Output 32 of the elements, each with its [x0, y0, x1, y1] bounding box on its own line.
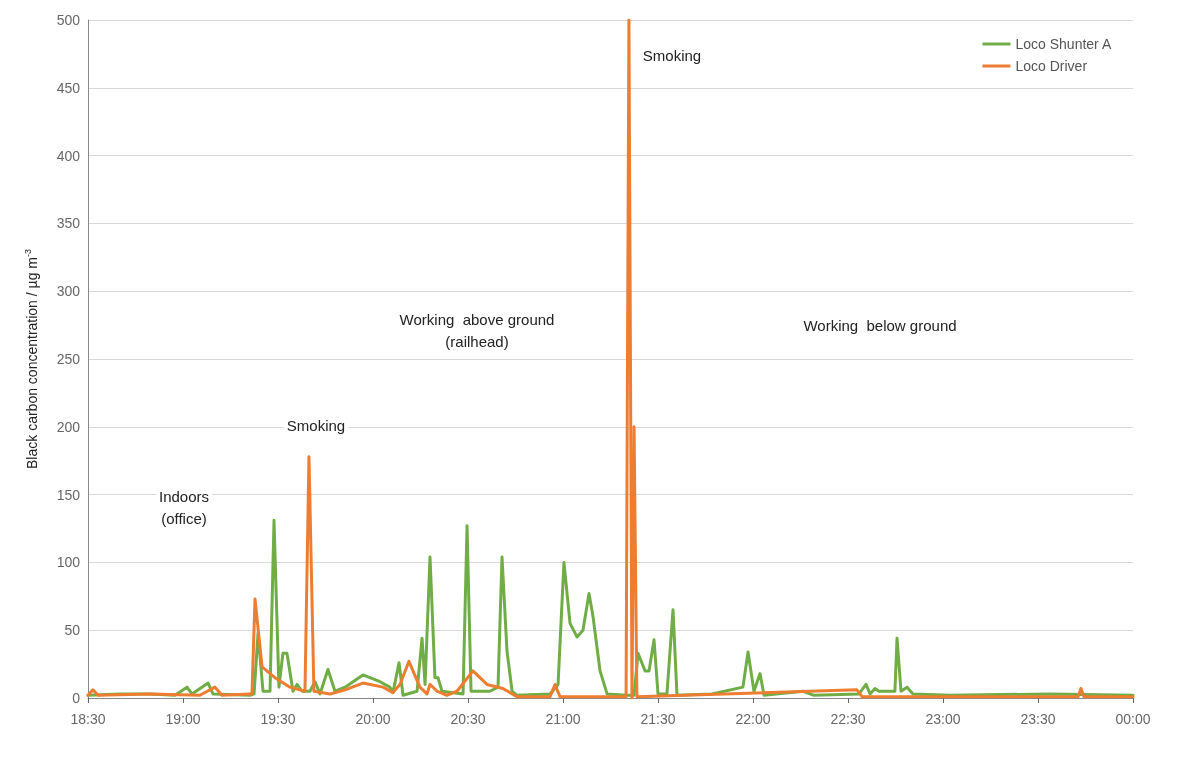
x-tick-label: 00:00	[1115, 711, 1151, 727]
y-tick-label: 250	[56, 351, 81, 367]
y-tick-label: 200	[56, 418, 81, 435]
x-tick-label: 22:30	[830, 711, 866, 727]
y-tick-label: 150	[56, 486, 81, 503]
x-tick-label: 22:00	[735, 711, 771, 727]
y-axis-title: Black carbon concentration / µg m-3	[22, 249, 40, 469]
annotation: Working below ground	[803, 316, 957, 334]
annotation: Smoking	[286, 416, 346, 434]
y-tick-label: 300	[56, 283, 81, 300]
y-tick-label: 450	[56, 79, 81, 96]
annotation: Smoking	[642, 46, 702, 64]
x-tick-label: 20:00	[355, 711, 391, 727]
x-tick-label: 23:30	[1020, 711, 1056, 727]
x-tick-label: 19:30	[260, 711, 296, 727]
x-tick-label: 19:00	[165, 711, 201, 727]
y-tick-label: 100	[56, 554, 81, 571]
line-series	[86, 18, 1135, 700]
y-tick-label: 500	[56, 12, 81, 28]
x-tick-label: 21:30	[640, 711, 676, 727]
x-tick-label: 21:00	[545, 711, 581, 727]
y-tick-label: 350	[56, 215, 81, 232]
annotation: Indoors (office)	[158, 487, 210, 527]
annotation: Working above ground (railhead)	[399, 310, 555, 350]
y-tick-label: 50	[64, 622, 81, 639]
legend-label: Loco Shunter A	[1015, 36, 1112, 52]
y-tick-label: 400	[56, 147, 81, 164]
x-tick-label: 23:00	[925, 711, 961, 727]
legend-label: Loco Driver	[1015, 58, 1088, 74]
x-tick-label: 20:30	[450, 711, 486, 727]
y-tick-label: 0	[72, 690, 81, 706]
x-tick-label: 18:30	[70, 711, 106, 727]
